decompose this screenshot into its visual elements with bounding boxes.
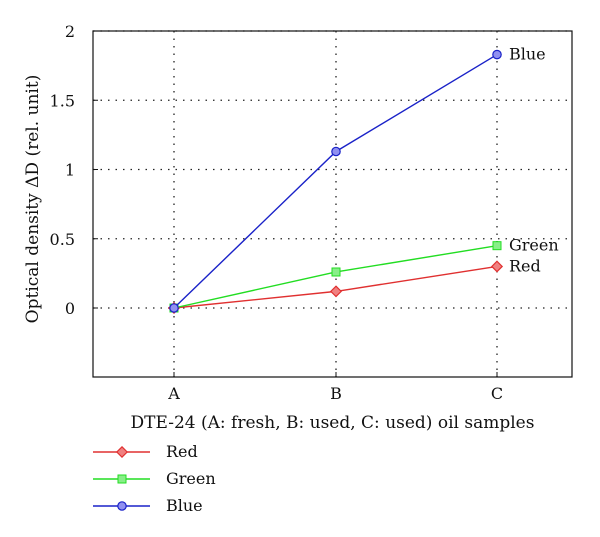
legend-item-red: Red <box>93 442 198 461</box>
series-end-label-red: Red <box>509 256 541 275</box>
x-axis-label: DTE-24 (A: fresh, B: used, C: used) oil … <box>131 413 535 433</box>
legend-item-green: Green <box>93 469 216 488</box>
series-red: Red <box>167 256 541 315</box>
y-tick-label: 1.5 <box>50 91 75 110</box>
grid-lines <box>93 30 572 377</box>
legend-label-blue: Blue <box>166 496 203 515</box>
legend-label-red: Red <box>166 442 198 461</box>
y-tick-label: 0 <box>65 299 75 318</box>
x-tick-label: C <box>491 384 503 403</box>
series-end-label-blue: Blue <box>509 45 546 64</box>
data-point-blue-A <box>169 303 179 313</box>
legend-item-blue: Blue <box>93 496 203 515</box>
series-end-label-green: Green <box>509 236 559 255</box>
x-tick-label: A <box>167 384 180 403</box>
x-tick-label: B <box>330 384 342 403</box>
legend-marker-blue <box>117 501 127 511</box>
series-blue: Blue <box>169 45 546 313</box>
legend-marker-green <box>117 474 127 484</box>
y-tick-label: 2 <box>65 22 75 41</box>
data-point-green-B <box>331 267 341 277</box>
legend-marker-red <box>115 445 129 459</box>
y-tick-label: 0.5 <box>50 230 75 249</box>
data-point-blue-B <box>331 146 341 157</box>
data-point-green-C <box>492 241 502 251</box>
data-point-red-B <box>329 285 343 298</box>
series-green: Green <box>169 236 559 313</box>
y-tick-label: 1 <box>65 161 75 180</box>
series-line-green <box>173 244 498 309</box>
plot-frame <box>92 30 573 378</box>
legend: Red Green Blue <box>93 442 216 515</box>
y-axis-ticks: 0 0.5 1 1.5 2 <box>50 22 98 318</box>
y-axis-label: Optical density ΔD (rel. unit) <box>23 75 43 324</box>
data-point-blue-C <box>492 49 502 60</box>
legend-label-green: Green <box>166 469 216 488</box>
x-axis-ticks: A B C <box>167 372 503 403</box>
data-point-red-C <box>490 260 504 273</box>
